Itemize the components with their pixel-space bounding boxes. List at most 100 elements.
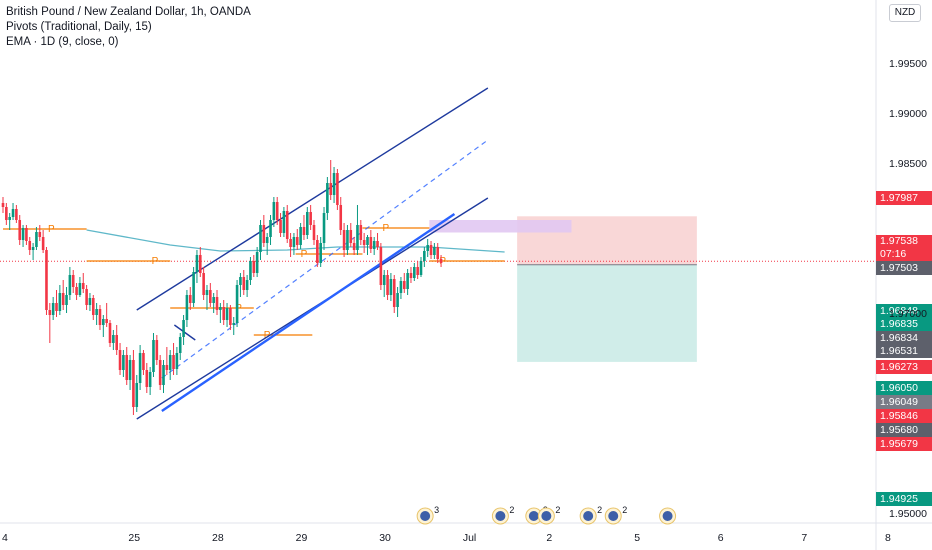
current-price-value: 1.97538 <box>880 235 918 247</box>
candle-body <box>309 212 312 225</box>
event-count: 2 <box>555 505 560 515</box>
candle-body <box>376 241 379 247</box>
flag-icon <box>662 511 673 521</box>
candle-body <box>336 173 339 205</box>
candle-body <box>272 202 276 220</box>
candle-body <box>68 275 72 295</box>
x-tick-label: 29 <box>295 532 308 544</box>
candle-body <box>108 323 112 343</box>
candle-body <box>285 211 289 239</box>
candle-body <box>15 209 18 220</box>
price-tag[interactable]: 1.97987 <box>876 191 932 205</box>
candle-body <box>346 230 349 250</box>
price-tag[interactable]: 1.97503 <box>876 261 932 275</box>
price-tag[interactable]: 1.96049 <box>876 395 932 409</box>
flag-icon <box>495 511 506 521</box>
candle-body <box>102 319 105 325</box>
channel-middle-line <box>161 139 489 379</box>
candle-body <box>145 370 149 387</box>
candle-body <box>88 298 92 305</box>
candle-body <box>225 308 229 320</box>
currency-button[interactable]: NZD <box>889 4 921 22</box>
legend-pivots[interactable]: Pivots (Traditional, Daily, 15) <box>6 21 152 33</box>
legend-ema[interactable]: EMA · 1D (9, close, 0) <box>6 36 119 48</box>
candle-body <box>182 320 185 337</box>
candle-body <box>65 295 68 305</box>
candle-body <box>239 277 242 285</box>
price-tag[interactable]: 1.96848 <box>876 304 932 318</box>
y-tick-label: 1.97000 <box>889 308 927 320</box>
candle-body <box>155 340 159 360</box>
candle-body <box>269 220 272 237</box>
candle-body <box>389 279 393 295</box>
candle-body <box>209 290 212 303</box>
trend-line <box>161 213 456 412</box>
candle-body <box>439 259 443 263</box>
candle-body <box>1 203 5 207</box>
candle-body <box>433 247 436 255</box>
candle-body <box>122 355 125 370</box>
price-tag[interactable]: 1.95679 <box>876 437 932 451</box>
candle-body <box>413 267 416 278</box>
current-price-tag[interactable]: 1.97538 07:16 <box>876 235 932 261</box>
candle-body <box>21 228 25 240</box>
candle-body <box>392 279 396 307</box>
event-count: 3 <box>434 505 439 515</box>
candle-body <box>332 173 336 195</box>
ema-line <box>86 229 505 253</box>
legend-symbol[interactable]: British Pound / New Zealand Dollar, 1h, … <box>6 6 251 18</box>
candle-body <box>429 245 433 255</box>
y-tick-label: 1.99500 <box>889 58 927 70</box>
highlight-box <box>429 220 572 233</box>
candle-body <box>312 225 316 240</box>
candle-body <box>18 220 22 240</box>
candle-body <box>128 360 132 380</box>
candle-body <box>362 240 366 245</box>
candle-body <box>175 353 179 369</box>
candle-body <box>91 298 95 315</box>
candle-body <box>302 227 306 235</box>
price-tag[interactable]: 1.96273 <box>876 360 932 374</box>
candle-body <box>81 283 85 289</box>
candle-body <box>118 350 122 370</box>
candle-body <box>319 243 322 263</box>
bar-countdown: 07:16 <box>880 248 907 260</box>
candle-body <box>352 243 356 250</box>
candle-body <box>115 335 118 350</box>
candle-body <box>188 295 192 303</box>
candle-body <box>205 290 209 295</box>
candle-body <box>212 297 215 303</box>
candle-body <box>8 217 11 220</box>
candle-body <box>396 293 399 307</box>
price-tag[interactable]: 1.96835 <box>876 317 932 331</box>
candle-body <box>229 308 232 325</box>
candle-body <box>178 337 182 353</box>
candle-body <box>399 281 403 293</box>
candle-body <box>342 230 346 250</box>
price-tag[interactable]: 1.96834 <box>876 331 932 345</box>
candle-body <box>185 295 189 320</box>
price-tag[interactable]: 1.96050 <box>876 381 932 395</box>
candle-body <box>322 213 326 243</box>
price-tag[interactable]: 1.95680 <box>876 423 932 437</box>
candle-body <box>168 355 172 370</box>
candle-body <box>45 250 48 310</box>
x-tick-label: 30 <box>379 532 391 544</box>
flag-icon <box>608 511 619 521</box>
price-tag[interactable]: 1.94925 <box>876 492 932 506</box>
x-tick-label: 5 <box>634 532 641 544</box>
candle-body <box>306 212 309 235</box>
pivot-label: P <box>235 303 242 314</box>
price-tag[interactable]: 1.96531 <box>876 344 932 358</box>
candle-body <box>406 273 409 289</box>
candle-body <box>98 309 102 325</box>
candle-body <box>112 335 115 343</box>
candle-body <box>252 261 256 273</box>
pivot-label: P <box>264 330 271 341</box>
pivot-label: P <box>439 256 446 267</box>
candle-body <box>426 245 429 251</box>
price-tag[interactable]: 1.95846 <box>876 409 932 423</box>
candle-body <box>409 273 413 278</box>
candle-body <box>165 365 169 370</box>
